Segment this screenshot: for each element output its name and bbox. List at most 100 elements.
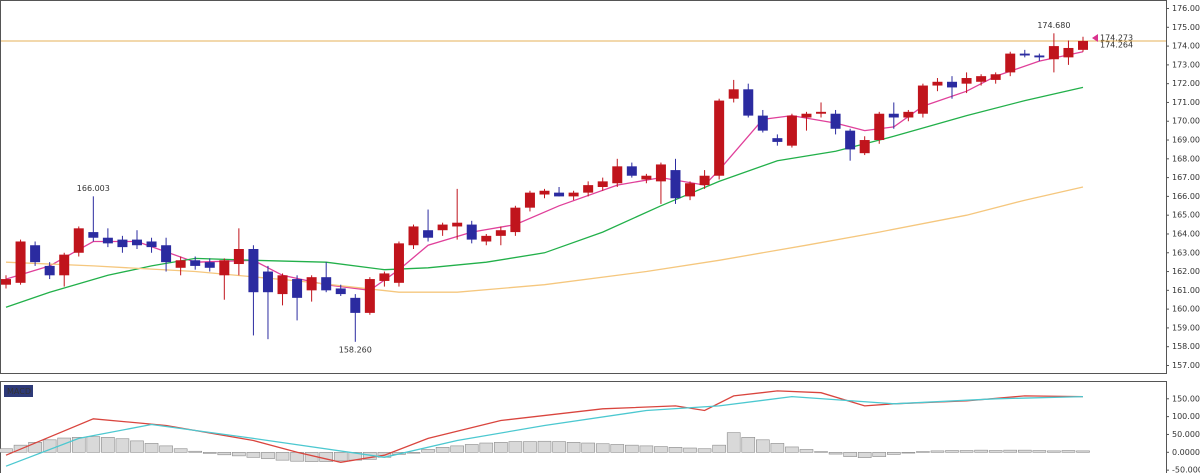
candle-body: [917, 85, 928, 114]
histogram-bar: [86, 436, 101, 453]
candle-body: [44, 265, 55, 276]
y-tick-label: 169.000: [1172, 136, 1200, 145]
candle-body: [1019, 53, 1030, 56]
y-tick-label: 100.0000: [1172, 412, 1200, 421]
candle-body: [88, 232, 99, 238]
candle-body: [423, 230, 434, 238]
candle-body: [1, 279, 11, 285]
histogram-bar: [232, 452, 246, 457]
candle-body: [670, 170, 681, 199]
candle-body: [117, 239, 128, 248]
histogram-bar: [595, 443, 610, 453]
histogram-bar: [159, 445, 173, 453]
macd-panel: [0, 381, 1167, 473]
histogram-bar: [464, 444, 479, 453]
histogram-bar: [479, 442, 494, 453]
histogram-bar: [435, 447, 450, 453]
candle-body: [772, 138, 783, 142]
candle-body: [743, 89, 754, 116]
histogram-bar: [697, 448, 712, 453]
candle-body: [903, 111, 914, 118]
indicator-label-bg: [4, 385, 33, 397]
candle-body: [1078, 40, 1088, 50]
candle-body: [350, 297, 361, 313]
candle-body: [699, 175, 710, 186]
candle-body: [655, 164, 666, 182]
candle-body: [961, 78, 972, 84]
histogram-bar: [974, 449, 988, 453]
candle-body: [524, 192, 535, 208]
histogram-bar: [188, 450, 203, 453]
histogram-bar: [945, 450, 959, 453]
histogram-bar: [1061, 450, 1076, 453]
price-label: 174.264: [1100, 41, 1133, 50]
candle-body: [976, 76, 987, 82]
y-tick-label: 160.000: [1172, 305, 1200, 314]
histogram-bar: [770, 443, 785, 453]
price-marker: [1092, 33, 1098, 42]
y-tick-label: 161.000: [1172, 286, 1200, 295]
y-tick-label: 172.000: [1172, 79, 1200, 88]
y-tick-label: 167.000: [1172, 173, 1200, 182]
candle-body: [146, 241, 157, 248]
histogram-bar: [28, 442, 42, 453]
histogram-bar: [333, 452, 348, 462]
candle-body: [801, 113, 812, 118]
histogram-bar: [202, 452, 217, 454]
candle-body: [248, 249, 259, 293]
y-tick-label: -50.0000: [1172, 466, 1200, 473]
histogram-bar: [799, 449, 814, 453]
y-tick-label: 159.000: [1172, 323, 1200, 332]
candle-body: [306, 277, 317, 291]
histogram-bar: [814, 451, 828, 453]
histogram-bar: [785, 446, 799, 453]
price-annotation: 174.680: [1037, 21, 1070, 30]
histogram-bar: [0, 448, 13, 453]
histogram-bar: [246, 452, 261, 458]
candle-body: [510, 207, 521, 233]
histogram-bar: [1032, 450, 1047, 453]
y-tick-label: 173.000: [1172, 60, 1200, 69]
histogram-bar: [1047, 450, 1061, 453]
histogram-bar: [959, 450, 974, 453]
histogram-bar: [901, 452, 916, 454]
candle-body: [466, 224, 477, 240]
histogram-bar: [42, 439, 57, 453]
candle-body: [845, 130, 856, 150]
histogram-bar: [173, 448, 188, 453]
y-tick-label: 157.000: [1172, 361, 1200, 370]
y-tick-label: 176.000: [1172, 4, 1200, 13]
candle-body: [102, 237, 113, 244]
candle-body: [335, 288, 346, 295]
candle-body: [888, 113, 899, 118]
histogram-bar: [537, 440, 552, 453]
y-tick-label: 166.000: [1172, 192, 1200, 201]
price-annotation: 158.260: [339, 345, 372, 354]
y-tick-label: 162.000: [1172, 267, 1200, 276]
histogram-bar: [1076, 450, 1090, 453]
histogram-bar: [217, 452, 232, 456]
histogram-bar: [988, 450, 1003, 453]
candle-body: [190, 260, 201, 266]
candle-body: [262, 271, 273, 293]
histogram-bar: [406, 452, 421, 454]
y-tick-label: 170.000: [1172, 117, 1200, 126]
candle-body: [437, 224, 448, 231]
candle-body: [947, 81, 958, 88]
histogram-bar: [1017, 449, 1032, 453]
candle-body: [161, 245, 172, 263]
histogram-bar: [57, 437, 72, 453]
histogram-bar: [552, 441, 566, 453]
candle-body: [539, 190, 550, 195]
price-label: 174.273: [1100, 33, 1133, 42]
histogram-bar: [726, 432, 741, 453]
histogram-bar: [101, 437, 115, 453]
candle-body: [408, 226, 419, 246]
candle-body: [626, 166, 637, 176]
candle-body: [990, 74, 1001, 80]
histogram-bar: [625, 444, 639, 453]
candle-body: [612, 166, 623, 184]
histogram-bar: [756, 439, 770, 453]
y-tick-label: 175.000: [1172, 23, 1200, 32]
